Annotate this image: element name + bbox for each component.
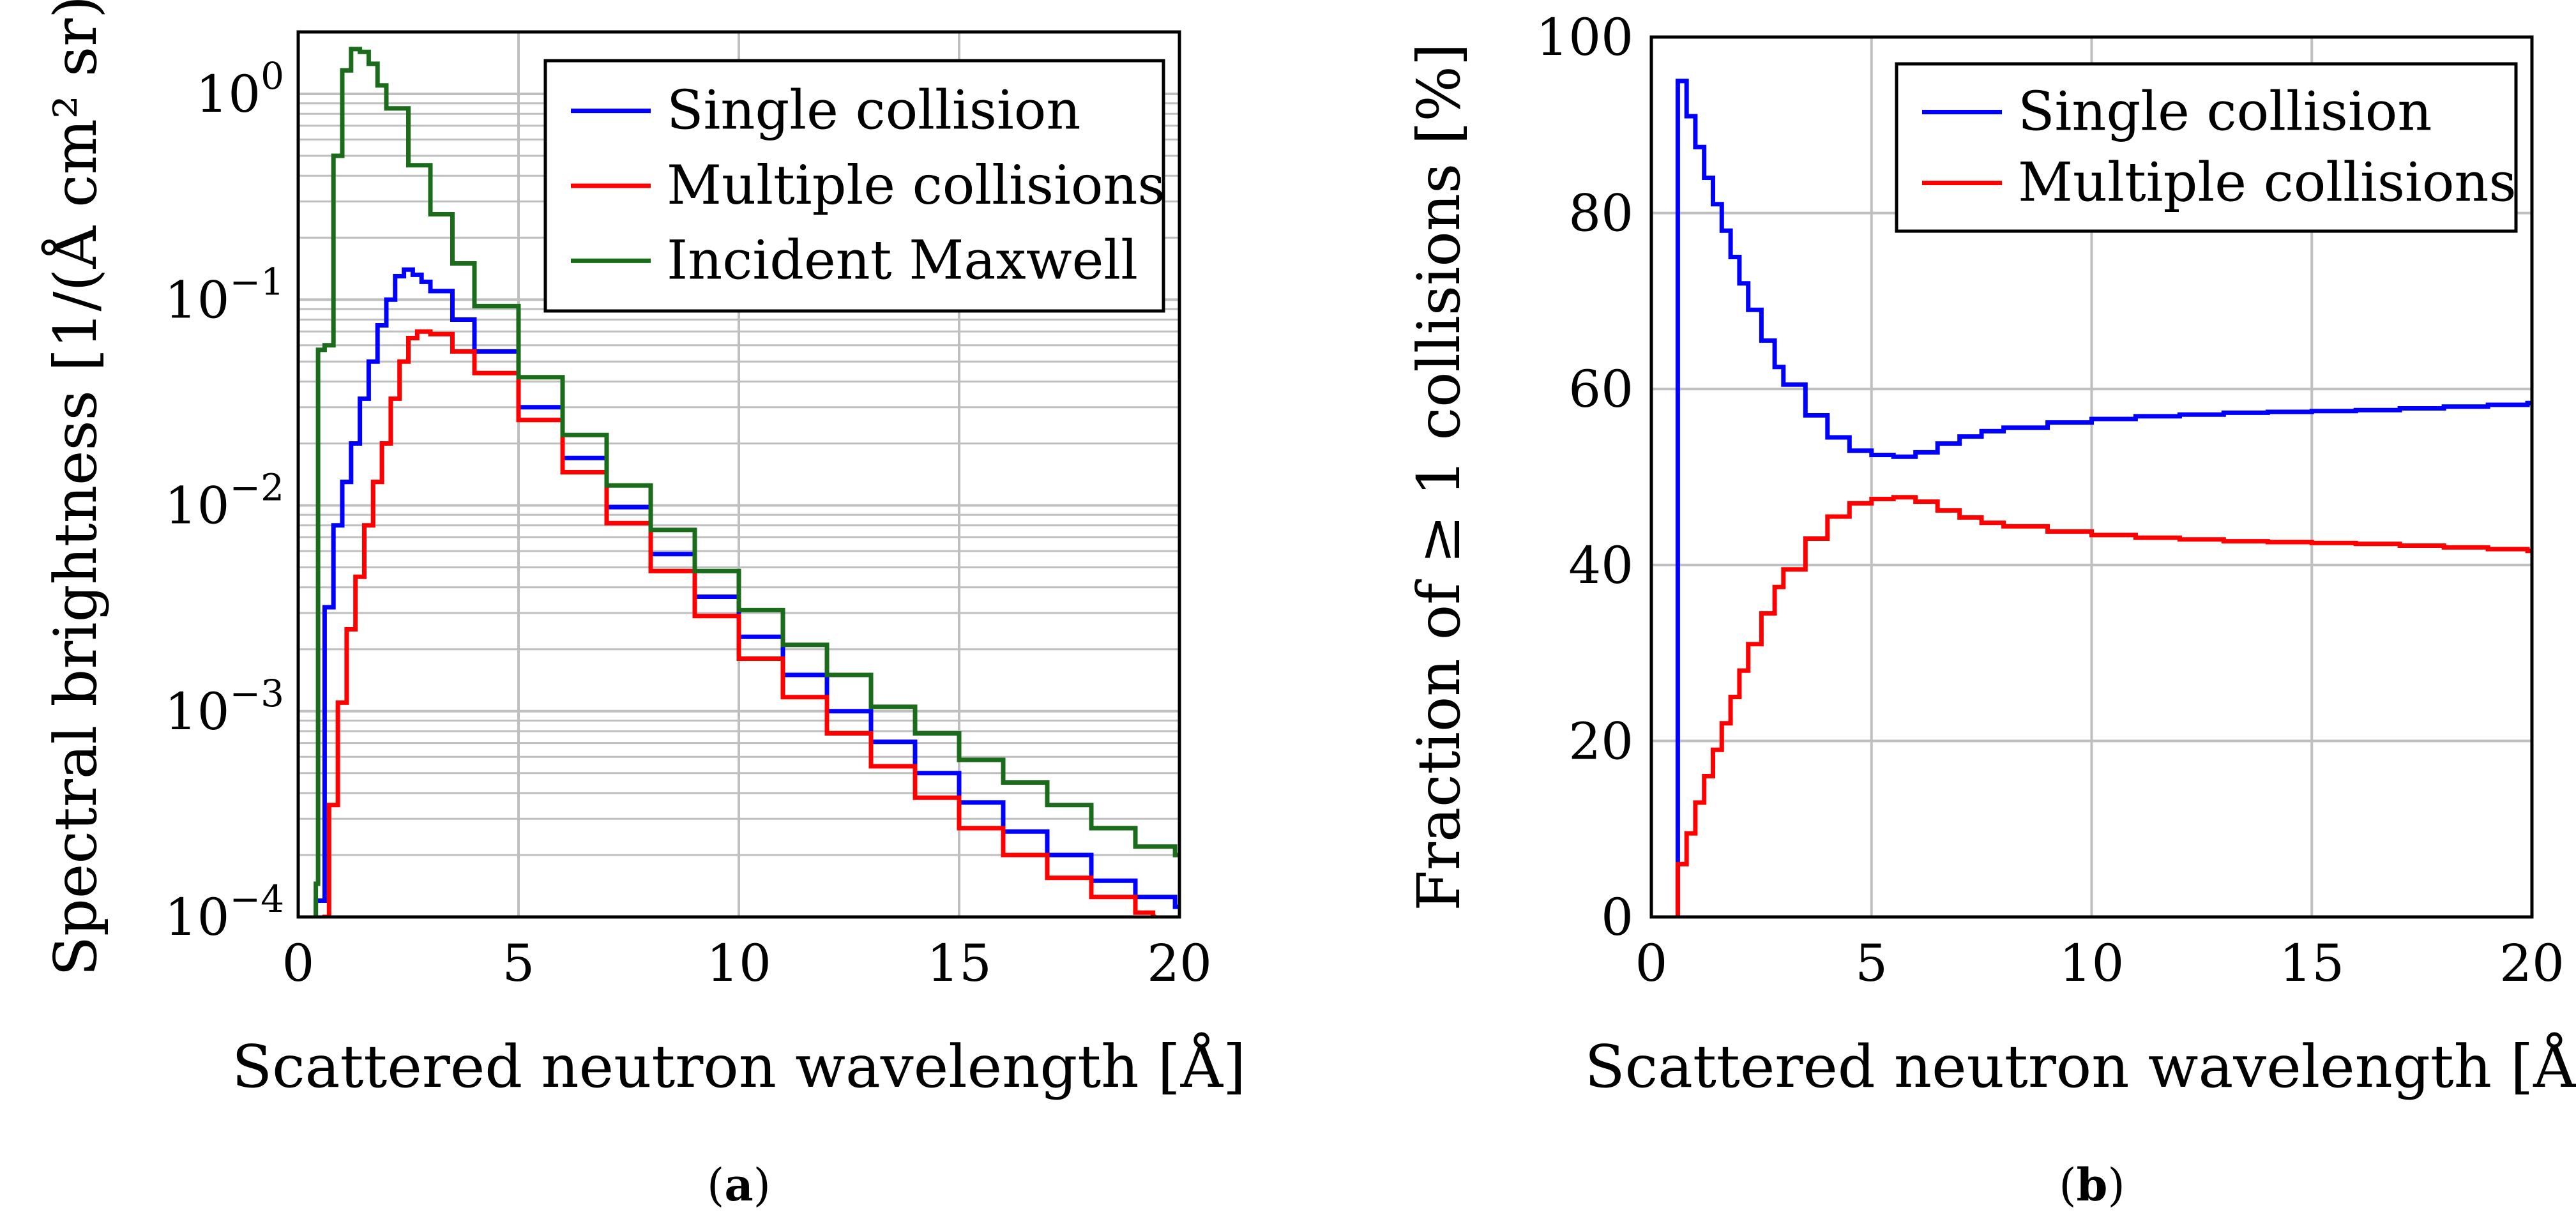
x-tick-label: 15 — [2279, 934, 2344, 993]
x-tick-label: 0 — [1635, 934, 1668, 993]
y-tick-label: 10−1 — [165, 260, 284, 329]
series-line-multiple-collisions — [1675, 495, 2531, 917]
legend-label: Single collision — [667, 79, 1080, 142]
y-axis-label: Spectral brightness [1/(Å cm² sr)] — [41, 0, 110, 976]
x-tick-label: 0 — [282, 934, 315, 993]
x-axis-label: Scattered neutron wavelength [Å] — [232, 1032, 1246, 1101]
legend-box — [1895, 62, 2518, 233]
series-line-single-collision — [314, 267, 1179, 917]
y-tick-label: 60 — [1568, 359, 1633, 419]
series-line-single-collision — [1675, 79, 2531, 917]
legend: Single collision Multiple collisions — [1895, 62, 2518, 233]
y-tick-label: 80 — [1568, 184, 1633, 243]
y-tick-label: 20 — [1568, 711, 1633, 771]
x-tick-label: 5 — [1855, 934, 1888, 993]
legend: Single collision Multiple collisions Incid… — [543, 59, 1165, 313]
x-tick-label: 10 — [706, 934, 771, 993]
legend-label: Multiple collisions — [667, 154, 1165, 216]
y-tick-label: 10−3 — [165, 672, 284, 741]
panel-caption: (a) — [707, 1158, 771, 1211]
x-axis-label: Scattered neutron wavelength [Å] — [1585, 1032, 2576, 1101]
panel-caption: (b) — [2059, 1158, 2125, 1211]
x-tick-label: 20 — [1147, 934, 1212, 993]
plot-frame — [1649, 35, 2534, 919]
panel-a: 0 5 10 15 20 10−4 10−3 10−2 10−1 100 Scattered neu… — [41, 0, 1246, 1211]
panel-b: 0 5 10 15 20 0 20 40 60 80 100 Scattered neutron wa… — [1405, 8, 2576, 1211]
y-tick-label: 40 — [1568, 536, 1633, 595]
series-line-multiple-collisions — [322, 329, 1156, 917]
series-group — [314, 47, 1179, 917]
legend-label: Incident Maxwell — [667, 229, 1138, 291]
y-tick-label: 100 — [195, 54, 284, 124]
series-group — [1675, 79, 2531, 917]
plot-frame — [296, 30, 1181, 919]
x-tick-label: 5 — [503, 934, 535, 993]
legend-label: Single collision — [2018, 80, 2432, 143]
y-tick-label: 10−4 — [165, 877, 284, 947]
legend-label: Multiple collisions — [2018, 151, 2517, 214]
y-tick-label: 100 — [1536, 8, 1633, 67]
y-axis-label: Fraction of ≥ 1 collisions [%] — [1405, 43, 1473, 911]
y-tick-label: 0 — [1601, 888, 1633, 947]
series-line-incident-maxwell — [314, 47, 1179, 917]
y-tick-label: 10−2 — [165, 466, 284, 536]
x-tick-label: 15 — [927, 934, 992, 993]
x-tick-label: 10 — [2059, 934, 2125, 993]
x-tick-label: 20 — [2499, 934, 2565, 993]
